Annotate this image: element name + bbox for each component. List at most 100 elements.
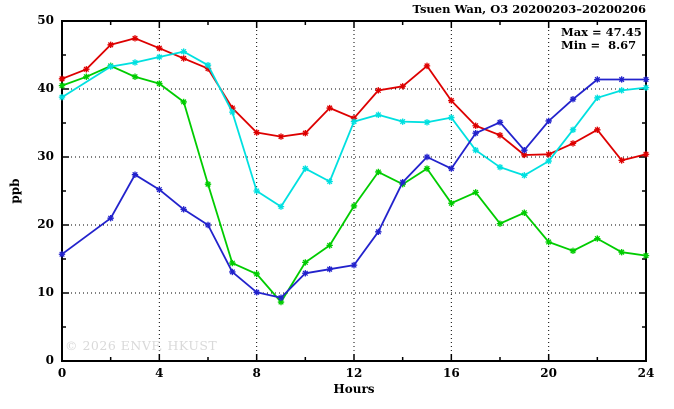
marker-day-1-red (107, 41, 114, 48)
marker-day-1-red (642, 151, 650, 158)
y-tick-label: 0 (45, 353, 54, 367)
marker-day-1-red (448, 97, 455, 104)
marker-day-2-green (83, 73, 90, 80)
x-tick-label: 0 (57, 366, 67, 380)
y-tick-label: 30 (37, 149, 54, 163)
max-stat: Max = 47.45 (561, 25, 642, 39)
marker-day-4-blue (594, 76, 601, 83)
watermark: © 2026 ENVF, HKUST (65, 338, 218, 353)
marker-day-4-blue (521, 147, 528, 154)
marker-day-1-red (375, 87, 382, 94)
marker-day-1-red (229, 104, 236, 112)
marker-day-2-green (229, 259, 236, 267)
marker-day-2-green (594, 235, 601, 242)
marker-day-2-green (350, 202, 358, 210)
marker-day-3-cyan (302, 165, 309, 172)
y-tick-label: 50 (37, 13, 54, 27)
marker-day-1-red (594, 126, 601, 133)
series-line-day-4-blue (61, 78, 646, 299)
marker-day-3-cyan (253, 187, 260, 195)
y-tick-label: 10 (37, 285, 54, 299)
marker-day-4-blue (642, 76, 650, 83)
marker-day-3-cyan (180, 48, 187, 55)
marker-day-4-blue (496, 119, 504, 126)
marker-day-4-blue (180, 206, 187, 213)
max-min-stats: Max = 47.45 Min = 8.67 (561, 26, 642, 52)
marker-day-3-cyan (131, 59, 139, 66)
marker-day-4-blue (375, 228, 382, 235)
marker-day-1-red (204, 65, 212, 72)
marker-day-4-blue (569, 96, 577, 103)
marker-day-4-blue (277, 294, 285, 301)
marker-day-2-green (521, 209, 528, 216)
x-tick-label: 8 (252, 366, 261, 380)
marker-day-4-blue (545, 117, 552, 125)
marker-day-1-red (569, 140, 577, 147)
x-tick-label: 16 (442, 366, 460, 380)
marker-day-2-green (472, 189, 479, 196)
chart-title: Tsuen Wan, O3 20200203–20200206 (412, 2, 646, 16)
marker-day-4-blue (448, 165, 455, 172)
marker-day-4-blue (229, 268, 236, 276)
marker-day-1-red (58, 75, 66, 82)
y-axis-label: ppb (8, 178, 22, 204)
marker-day-3-cyan (156, 53, 163, 61)
marker-day-3-cyan (472, 147, 479, 154)
marker-day-1-red (423, 62, 431, 70)
marker-day-4-blue (618, 76, 625, 83)
marker-day-2-green (302, 259, 309, 266)
marker-day-1-red (521, 151, 528, 159)
marker-day-3-cyan (350, 118, 358, 125)
marker-day-2-green (448, 200, 455, 207)
marker-day-3-cyan (618, 87, 625, 94)
x-tick-label: 4 (155, 366, 164, 380)
marker-day-3-cyan (594, 94, 601, 102)
marker-day-1-red (253, 129, 260, 136)
marker-day-3-cyan (521, 172, 528, 179)
marker-day-3-cyan (58, 93, 66, 101)
marker-day-1-red (277, 133, 285, 140)
marker-day-3-cyan (277, 203, 285, 210)
marker-day-2-green (156, 80, 163, 87)
marker-day-2-green (180, 98, 187, 106)
marker-day-3-cyan (107, 63, 114, 70)
marker-day-4-blue (399, 178, 406, 186)
marker-day-1-red (496, 132, 504, 139)
marker-day-2-green (58, 82, 66, 89)
marker-day-3-cyan (399, 118, 406, 125)
marker-day-3-cyan (423, 119, 431, 126)
marker-day-3-cyan (375, 111, 382, 119)
marker-day-3-cyan (496, 164, 504, 171)
x-tick-label: 20 (540, 366, 557, 380)
marker-day-4-blue (423, 153, 431, 161)
min-stat: Min = 8.67 (561, 38, 637, 52)
marker-day-1-red (399, 83, 406, 90)
marker-day-4-blue (326, 266, 333, 273)
marker-day-2-green (545, 238, 552, 246)
marker-day-1-red (618, 157, 625, 164)
x-axis-label: Hours (333, 382, 375, 396)
marker-day-3-cyan (545, 157, 552, 165)
marker-day-1-red (350, 115, 358, 122)
marker-day-2-green (618, 249, 625, 256)
marker-day-4-blue (302, 270, 309, 277)
marker-day-2-green (423, 165, 431, 172)
marker-day-1-red (180, 55, 187, 62)
marker-day-4-blue (107, 215, 114, 222)
marker-day-1-red (156, 45, 163, 52)
x-tick-label: 24 (637, 366, 655, 380)
marker-day-1-red (83, 66, 90, 73)
plot-frame (61, 20, 647, 362)
marker-day-3-cyan (642, 84, 650, 91)
marker-day-1-red (545, 151, 552, 158)
marker-day-4-blue (131, 171, 139, 178)
marker-day-2-green (277, 298, 285, 306)
marker-day-2-green (569, 247, 577, 255)
x-tick-label: 12 (345, 366, 363, 380)
y-tick-label: 20 (37, 217, 54, 231)
marker-day-3-cyan (229, 108, 236, 116)
marker-day-3-cyan (448, 114, 455, 121)
marker-day-4-blue (253, 289, 260, 296)
